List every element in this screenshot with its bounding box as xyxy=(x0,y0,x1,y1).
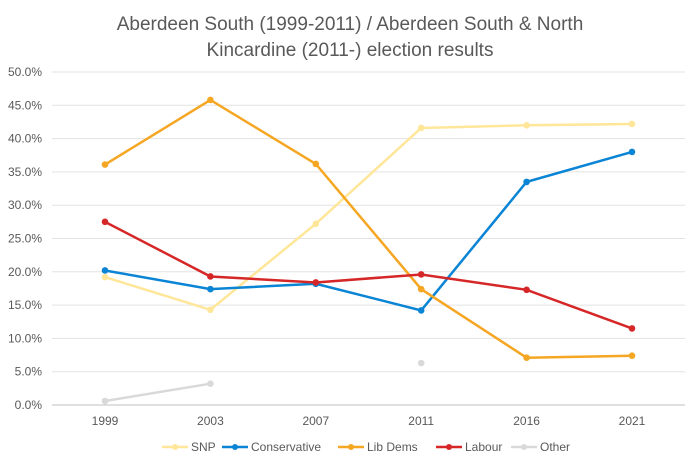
legend-label: Labour xyxy=(465,440,502,454)
x-tick-label: 2003 xyxy=(197,414,224,428)
y-tick-label: 10.0% xyxy=(8,331,42,345)
chart-title-line: Aberdeen South (1999-2011) / Aberdeen So… xyxy=(117,14,584,35)
data-point xyxy=(417,271,425,278)
data-point xyxy=(207,285,214,293)
y-tick-label: 30.0% xyxy=(8,198,42,212)
series-snp xyxy=(101,120,636,314)
legend-label: SNP xyxy=(191,440,216,454)
data-point xyxy=(417,285,425,293)
y-tick-label: 45.0% xyxy=(8,98,42,112)
legend-item: Other xyxy=(511,440,570,454)
series-line xyxy=(104,382,211,403)
data-point xyxy=(628,120,636,128)
legend-marker xyxy=(521,444,527,450)
data-point xyxy=(312,160,320,168)
series-other xyxy=(101,359,425,405)
data-point xyxy=(417,359,425,367)
x-tick-label: 2007 xyxy=(302,414,329,428)
y-tick-label: 15.0% xyxy=(8,298,42,312)
series-line xyxy=(104,122,633,312)
series-line xyxy=(104,98,633,359)
data-point xyxy=(101,218,109,226)
data-point xyxy=(101,397,109,405)
legend-item: SNP xyxy=(162,440,216,454)
data-point xyxy=(523,286,530,294)
data-point xyxy=(628,352,636,360)
data-point xyxy=(312,279,320,286)
data-point xyxy=(312,220,320,228)
series-conservative xyxy=(101,148,636,314)
legend-marker xyxy=(232,444,238,450)
legend-item: Conservative xyxy=(222,440,321,454)
x-tick-label: 2016 xyxy=(513,414,540,428)
y-tick-label: 5.0% xyxy=(15,365,43,379)
x-tick-label: 2011 xyxy=(408,414,434,428)
legend-item: Labour xyxy=(436,440,502,454)
x-tick-label: 2021 xyxy=(619,414,646,428)
legend-marker xyxy=(172,444,178,450)
legend-item: Lib Dems xyxy=(338,440,418,454)
legend-label: Other xyxy=(540,440,570,454)
y-tick-label: 25.0% xyxy=(8,232,42,246)
series-line xyxy=(104,220,633,330)
data-point xyxy=(101,161,109,168)
series-line xyxy=(104,150,633,312)
data-point xyxy=(523,121,530,129)
legend-label: Conservative xyxy=(251,440,321,454)
data-point xyxy=(207,306,214,314)
data-point xyxy=(523,178,530,186)
legend-label: Lib Dems xyxy=(367,440,418,454)
legend-marker xyxy=(348,444,354,450)
data-point xyxy=(628,148,636,156)
data-point xyxy=(523,354,530,362)
data-point xyxy=(207,380,214,387)
y-tick-label: 20.0% xyxy=(8,265,42,279)
data-point xyxy=(417,307,425,314)
data-point xyxy=(101,273,109,281)
y-tick-label: 35.0% xyxy=(8,165,42,179)
series-labour xyxy=(101,218,636,332)
data-point xyxy=(628,325,636,332)
data-point xyxy=(417,124,425,132)
series-lib-dems xyxy=(101,96,636,362)
data-point xyxy=(101,267,109,274)
y-tick-label: 0.0% xyxy=(15,398,43,412)
y-tick-label: 50.0% xyxy=(8,65,42,79)
y-tick-label: 40.0% xyxy=(8,132,42,146)
legend-marker xyxy=(446,444,452,450)
chart-title-line: Kincardine (2011-) election results xyxy=(207,40,494,61)
x-tick-label: 1999 xyxy=(92,414,119,428)
data-point xyxy=(207,273,214,280)
data-point xyxy=(207,96,214,104)
